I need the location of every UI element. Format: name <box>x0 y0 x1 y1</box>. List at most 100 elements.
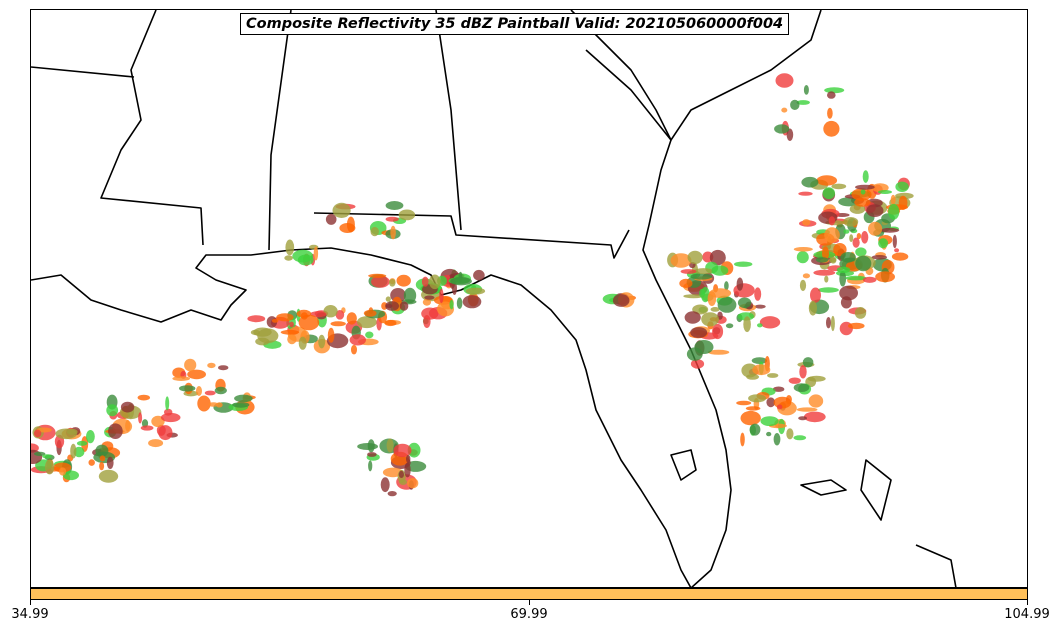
reflectivity-blob <box>384 319 397 327</box>
reflectivity-blob <box>709 249 726 266</box>
reflectivity-blob <box>330 321 346 327</box>
reflectivity-blob <box>429 274 441 290</box>
reflectivity-blob <box>399 301 409 311</box>
reflectivity-blob <box>799 279 807 292</box>
reflectivity-blob <box>802 357 814 368</box>
reflectivity-blob <box>860 189 866 195</box>
reflectivity-blob <box>450 277 472 286</box>
reflectivity-blob <box>895 192 914 200</box>
reflectivity-blob <box>878 190 892 194</box>
reflectivity-blob <box>711 265 729 276</box>
reflectivity-blob <box>380 477 390 493</box>
reflectivity-blob <box>346 312 357 325</box>
reflectivity-blob <box>33 429 42 438</box>
reflectivity-blob <box>790 99 800 110</box>
reflectivity-blob <box>684 311 701 324</box>
reflectivity-blob <box>98 469 119 483</box>
reflectivity-blob <box>148 439 164 448</box>
reflectivity-blob <box>385 303 393 309</box>
reflectivity-blob <box>335 310 345 320</box>
reflectivity-blob <box>232 402 250 408</box>
reflectivity-blob <box>878 238 889 249</box>
reflectivity-blob <box>357 443 378 450</box>
reflectivity-blob <box>725 323 734 329</box>
reflectivity-blob <box>59 467 67 476</box>
reflectivity-blob <box>788 377 801 384</box>
reflectivity-blob <box>323 305 338 318</box>
reflectivity-blob <box>892 234 897 249</box>
reflectivity-blob <box>808 394 824 408</box>
reflectivity-blob <box>690 359 705 369</box>
colorbar-tick-label-min: 34.99 <box>11 607 49 622</box>
reflectivity-blob <box>165 396 170 411</box>
reflectivity-blob <box>839 270 847 287</box>
reflectivity-blob <box>824 227 840 243</box>
reflectivity-blob <box>736 400 752 406</box>
reflectivity-blob <box>851 188 872 201</box>
reflectivity-blob <box>120 401 135 413</box>
reflectivity-blob <box>736 277 744 291</box>
reflectivity-blob <box>793 435 807 441</box>
reflectivity-blob <box>368 273 387 278</box>
reflectivity-blob <box>813 269 836 276</box>
reflectivity-blob <box>389 279 396 287</box>
colorbar <box>30 588 1028 600</box>
reflectivity-blob <box>845 275 867 281</box>
reflectivity-blob <box>817 287 839 293</box>
reflectivity-blob <box>313 246 319 261</box>
reflectivity-blob <box>807 375 826 382</box>
reflectivity-blob <box>815 257 829 263</box>
reflectivity-blob <box>386 438 394 453</box>
reflectivity-blob <box>856 233 862 240</box>
reflectivity-blob <box>824 275 829 283</box>
reflectivity-blob <box>701 312 719 327</box>
reflectivity-blob <box>781 107 788 113</box>
reflectivity-blob <box>196 386 202 396</box>
reflectivity-blob <box>66 428 78 435</box>
reflectivity-blob <box>396 274 411 287</box>
reflectivity-blob <box>385 201 404 210</box>
map-title: Composite Reflectivity 35 dBZ Paintball … <box>240 13 790 35</box>
reflectivity-blob <box>207 362 216 369</box>
reflectivity-blob <box>826 317 831 329</box>
reflectivity-blob <box>724 281 729 291</box>
state-border-ga-sc <box>585 49 672 141</box>
reflectivity-blob <box>772 386 785 392</box>
reflectivity-blob <box>160 412 181 423</box>
reflectivity-blob <box>683 294 704 299</box>
reflectivity-blob <box>709 288 732 298</box>
reflectivity-blob <box>891 252 909 261</box>
reflectivity-blob <box>164 408 173 416</box>
reflectivity-blob <box>137 394 150 401</box>
reflectivity-blob <box>888 203 900 220</box>
reflectivity-blob <box>398 470 404 478</box>
reflectivity-blob <box>734 261 753 267</box>
reflectivity-blob <box>158 425 173 441</box>
reflectivity-blob <box>42 454 52 459</box>
reflectivity-blob <box>325 213 337 225</box>
reflectivity-blob <box>796 407 818 412</box>
reflectivity-blob <box>849 234 854 243</box>
reflectivity-blob <box>363 309 377 317</box>
carolina-coastline <box>670 10 822 141</box>
reflectivity-blob <box>276 313 294 322</box>
reflectivity-blob <box>796 100 810 105</box>
reflectivity-blob <box>247 315 266 323</box>
reflectivity-blob <box>854 198 871 207</box>
reflectivity-blob <box>679 278 693 288</box>
reflectivity-blob <box>385 216 399 222</box>
reflectivity-blob <box>255 337 270 346</box>
reflectivity-blob <box>172 376 190 381</box>
reflectivity-blob <box>285 239 295 256</box>
reflectivity-blob <box>823 120 840 137</box>
reflectivity-blob <box>184 358 197 372</box>
reflectivity-blob <box>289 321 294 328</box>
reflectivity-blob <box>828 216 836 226</box>
reflectivity-blob <box>801 176 819 188</box>
reflectivity-blob <box>398 209 416 221</box>
reflectivity-blob <box>793 383 810 392</box>
reflectivity-blob <box>292 249 314 263</box>
reflectivity-blob <box>737 297 752 309</box>
reflectivity-blob <box>849 204 866 214</box>
reflectivity-blob <box>707 349 730 355</box>
